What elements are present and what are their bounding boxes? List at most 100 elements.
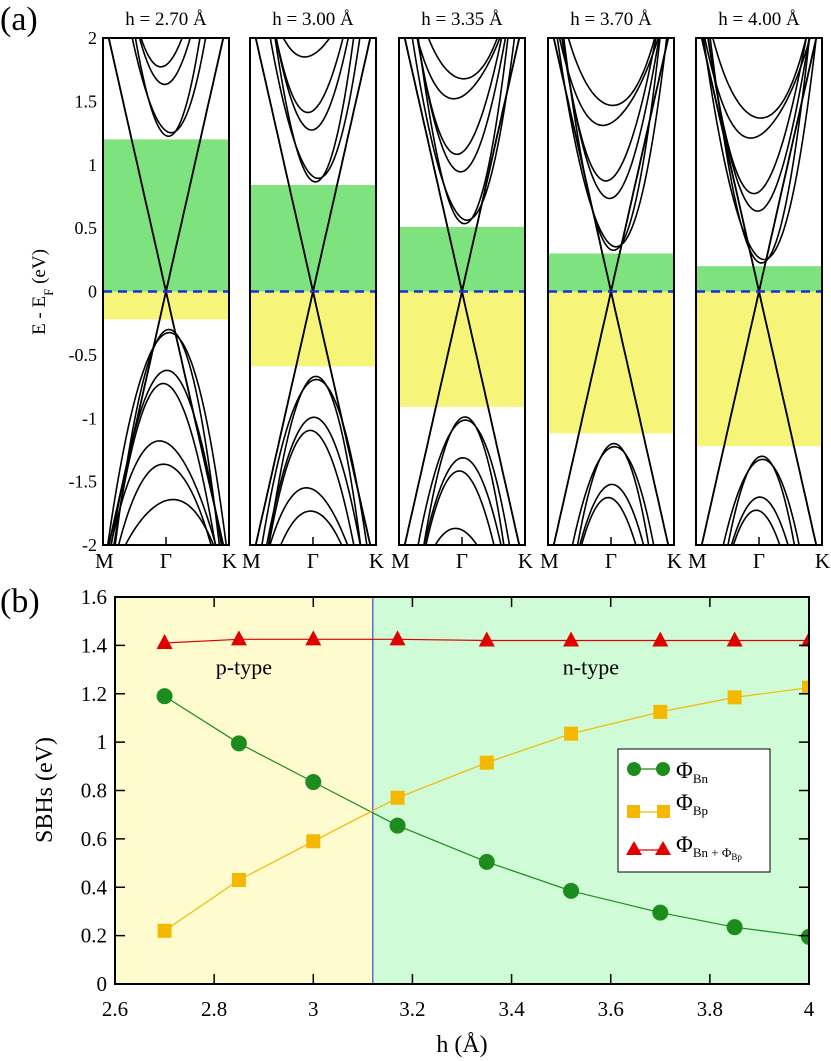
x-tick-label-4: 3.4 <box>498 997 525 1021</box>
conduction-band-1-4 <box>282 38 331 58</box>
y-tick-label-2: 0.4 <box>81 875 108 899</box>
valence-band-0-3 <box>113 382 217 545</box>
panel-a-band-structures: (a) E - EF (eV) 2 1.5 1 0.5 0 -0.5 -1 -1.5 -2 h … <box>0 1 830 573</box>
legend-marker-phi-sum-2 <box>655 841 671 855</box>
conduction-gap-shade-2 <box>399 226 525 292</box>
band-panel-title-0: h = 2.70 Å <box>125 9 207 30</box>
valence-gap-shade-1 <box>250 291 376 367</box>
band-panel-4: h = 4.00 Å M Γ K <box>688 9 830 573</box>
conduction-gap-shade-4 <box>696 266 822 292</box>
phi-bp-point-5 <box>564 726 579 741</box>
valence-band-0-2 <box>110 369 223 545</box>
k-label-M-4: M <box>688 549 707 573</box>
band-panel-2: h = 3.35 Å M Γ K <box>391 9 533 573</box>
panel-a-ylabel: E - EF (eV) <box>29 249 56 335</box>
legend-marker-phi-sum-1 <box>626 841 642 855</box>
valence-band-0-5 <box>117 463 212 545</box>
valence-band-2-3 <box>425 470 495 545</box>
band-panel-title-1: h = 3.00 Å <box>272 9 354 30</box>
phi-bn-point-2 <box>305 774 322 791</box>
x-tick-label-2: 3 <box>308 997 319 1021</box>
phi-sum-point-3 <box>389 630 406 646</box>
valence-band-2-2 <box>423 456 502 545</box>
phi-bp-point-8 <box>802 680 809 695</box>
valence-band-1-0 <box>261 378 368 545</box>
legend-marker-phi-bp-1 <box>627 805 640 818</box>
legend-marker-phi-bn-1 <box>627 762 641 776</box>
band-panel-0: h = 2.70 Å M Γ K <box>95 9 237 573</box>
k-label-K-1: K <box>369 549 384 573</box>
conduction-band-4-3 <box>707 38 808 195</box>
y-tick-label-6: 1.2 <box>81 682 107 706</box>
panel-a-y-tick-6: -1 <box>82 408 97 428</box>
conduction-band-3-0 <box>556 38 668 248</box>
y-tick-label-1: 0.2 <box>81 924 107 948</box>
panel-a-label: (a) <box>0 1 38 38</box>
valence-band-1-4 <box>269 486 349 545</box>
k-label-gamma-3: Γ <box>605 549 617 573</box>
y-tick-label-4: 0.8 <box>81 779 107 803</box>
phi-sum-point-1 <box>230 630 247 646</box>
legend-text-phi-bp: ΦBp <box>676 790 708 818</box>
panel-b-series <box>156 630 809 945</box>
valence-band-2-4 <box>434 527 478 545</box>
valence-band-4-1 <box>727 455 796 545</box>
valence-gap-shade-2 <box>399 291 525 407</box>
valence-band-3-0 <box>571 445 655 545</box>
phi-bp-point-6 <box>653 704 668 719</box>
panel-b-axes: 2.6 2.8 3 3.2 3.4 3.6 3.8 4 0 0.2 0.4 0.6 0.8 1 1.2 1.4… <box>81 585 815 1021</box>
phi-bp-point-2 <box>306 834 321 849</box>
valence-gap-shade-0 <box>103 291 229 320</box>
panel-b-ylabel: SBHs (eV) <box>32 737 58 843</box>
conduction-band-0-2 <box>138 38 192 86</box>
valence-band-3-3 <box>580 496 637 545</box>
panel-a-y-tick-5: -0.5 <box>69 345 98 365</box>
phi-bp-point-4 <box>479 755 494 770</box>
valence-band-2-0 <box>417 419 511 545</box>
y-tick-label-0: 0 <box>97 972 108 996</box>
y-tick-label-3: 0.6 <box>81 827 107 851</box>
phi-sum-point-5 <box>563 631 580 647</box>
k-label-gamma-1: Γ <box>307 549 319 573</box>
valence-band-4-2 <box>730 496 789 545</box>
k-label-M-3: M <box>540 549 559 573</box>
valence-band-0-4 <box>109 440 217 545</box>
conduction-band-2-4 <box>416 38 501 100</box>
phi-bp-point-3 <box>390 790 405 805</box>
y-tick-label-8: 1.6 <box>81 585 107 609</box>
n-type-label: n-type <box>563 654 619 679</box>
panel-b-xlabel: h (Å) <box>436 1032 487 1058</box>
panel-a-y-tick-8: -2 <box>82 535 97 555</box>
conduction-band-4-4 <box>703 38 811 139</box>
k-label-M-0: M <box>95 549 114 573</box>
conduction-gap-shade-0 <box>103 139 229 292</box>
phi-bn-point-5 <box>563 882 580 899</box>
conduction-band-4-0 <box>702 38 817 261</box>
conduction-band-3-2 <box>561 38 660 200</box>
k-label-M-2: M <box>391 549 410 573</box>
x-tick-label-6: 3.8 <box>697 997 723 1021</box>
x-tick-label-3: 3.2 <box>399 997 425 1021</box>
valence-band-1-1 <box>267 375 362 545</box>
k-label-K-3: K <box>667 549 682 573</box>
conduction-band-1-2 <box>275 38 350 131</box>
k-label-K-4: K <box>815 549 830 573</box>
valence-gap-shade-3 <box>548 291 674 434</box>
valence-band-4-3 <box>732 509 781 545</box>
x-tick-label-7: 4 <box>804 997 815 1021</box>
x-tick-label-0: 2.6 <box>102 997 128 1021</box>
k-label-K-0: K <box>222 549 237 573</box>
legend-entry-phi-sum: ΦBn + ΦBp <box>626 832 742 862</box>
conduction-band-0-1 <box>134 38 201 138</box>
valence-gap-shade-4 <box>696 291 822 447</box>
valence-band-2-1 <box>423 416 505 545</box>
p-type-label: p-type <box>216 654 272 679</box>
panel-a-y-tick-2: 1 <box>88 155 97 175</box>
conduction-band-1-0 <box>269 38 361 180</box>
band-panel-title-2: h = 3.35 Å <box>421 9 503 30</box>
valence-band-4-0 <box>722 458 800 545</box>
panel-a-y-tick-7: -1.5 <box>69 472 98 492</box>
valence-band-0-0 <box>106 331 228 545</box>
valence-band-1-2 <box>265 416 362 545</box>
